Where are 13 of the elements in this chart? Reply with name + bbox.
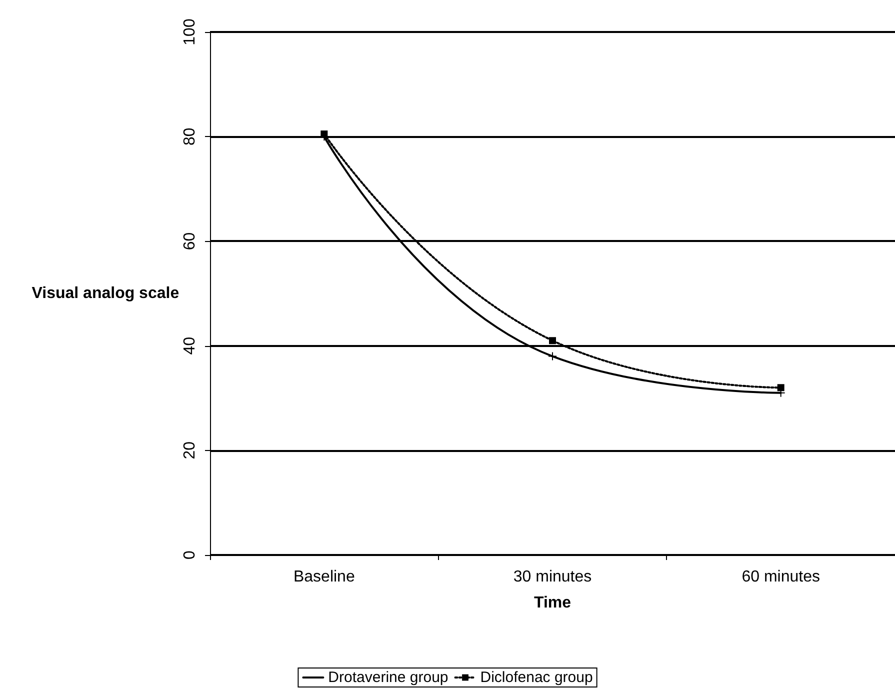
y-tick-label: 100 xyxy=(182,18,198,46)
x-axis-title: Time xyxy=(534,594,572,612)
x-tick-label: 60 minutes xyxy=(742,568,820,586)
y-tick-label: 40 xyxy=(182,336,198,355)
x-tick-label: 30 minutes xyxy=(513,568,592,586)
y-tick-label: 80 xyxy=(182,128,198,146)
y-tick-label: 60 xyxy=(182,232,198,250)
legend-label: Drotaverine group xyxy=(328,669,448,686)
x-tick-label: Baseline xyxy=(293,568,355,586)
y-axis-title: Visual analog scale xyxy=(32,285,180,302)
legend-label: Diclofenac group xyxy=(480,669,593,686)
y-tick-label: 20 xyxy=(182,441,198,460)
y-tick-label: 0 xyxy=(182,550,198,560)
